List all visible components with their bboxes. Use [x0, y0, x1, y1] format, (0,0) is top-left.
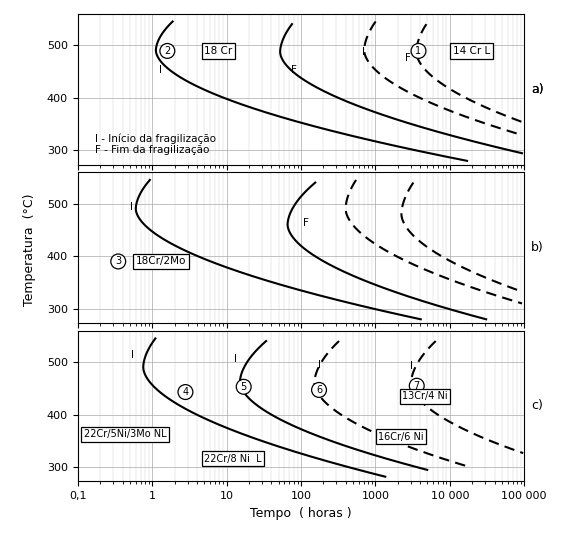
Text: 22Cr/5Ni/3Mo NL: 22Cr/5Ni/3Mo NL [84, 429, 166, 439]
Text: F: F [291, 65, 297, 75]
Text: 7: 7 [414, 381, 420, 391]
Text: 2: 2 [164, 46, 170, 56]
Text: 4: 4 [183, 387, 188, 397]
Text: I: I [411, 361, 414, 372]
Text: 16Cr/6 Ni: 16Cr/6 Ni [378, 432, 424, 442]
Text: 18 Cr: 18 Cr [204, 46, 232, 56]
Text: Temperatura  (°C): Temperatura (°C) [23, 194, 36, 306]
Text: 6: 6 [316, 385, 322, 395]
Text: 13Cr/4 Ni: 13Cr/4 Ni [402, 391, 448, 401]
X-axis label: Tempo  ( horas ): Tempo ( horas ) [250, 506, 352, 520]
Text: a): a) [531, 83, 544, 96]
Text: 5: 5 [241, 382, 247, 392]
Text: F: F [404, 53, 410, 63]
Text: 14 Cr L: 14 Cr L [453, 46, 490, 56]
Text: I: I [362, 47, 365, 57]
Text: a): a) [531, 83, 544, 96]
Text: b): b) [531, 241, 544, 254]
Text: I: I [130, 202, 132, 212]
Text: I: I [131, 350, 134, 360]
Text: I: I [159, 65, 162, 75]
Text: 22Cr/8 Ni  L: 22Cr/8 Ni L [204, 454, 262, 464]
Text: 1: 1 [415, 46, 422, 56]
Text: c): c) [531, 399, 543, 412]
Text: F: F [302, 218, 308, 228]
Text: I - Início da fragilização: I - Início da fragilização [95, 134, 216, 144]
Text: I: I [233, 355, 237, 364]
Text: 18Cr/2Mo: 18Cr/2Mo [136, 256, 186, 267]
Text: F - Fim da fragilização: F - Fim da fragilização [95, 145, 209, 156]
Text: 3: 3 [115, 256, 122, 267]
Text: I: I [317, 360, 320, 370]
